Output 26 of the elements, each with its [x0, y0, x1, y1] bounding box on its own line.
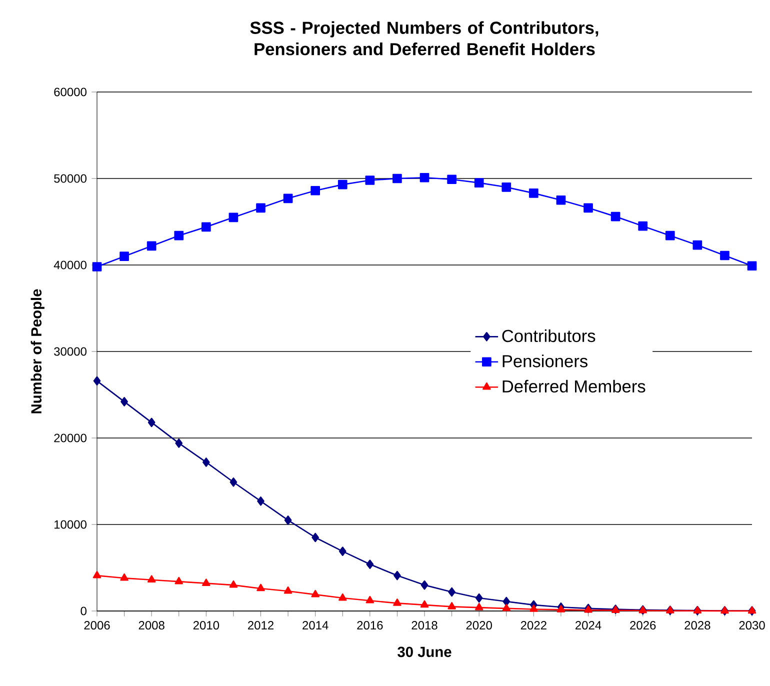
y-tick-label: 30000 — [54, 347, 86, 356]
x-tick-label: 2016 — [357, 621, 383, 630]
x-tick-label: 2022 — [520, 621, 546, 630]
x-tick-label: 2012 — [248, 621, 274, 630]
legend-label: Deferred Members — [502, 380, 646, 393]
x-tick-label: 2008 — [138, 621, 164, 630]
x-tick-label: 2024 — [576, 621, 602, 630]
x-tick-label: 2006 — [84, 621, 110, 630]
y-axis-title: Number of People — [30, 289, 44, 414]
legend-label: Contributors — [502, 329, 596, 342]
x-tick-label: 2020 — [466, 621, 492, 630]
y-tick-label: 20000 — [54, 434, 86, 442]
y-tick-label: 0 — [80, 606, 86, 616]
x-tick-label: 2028 — [684, 621, 710, 630]
x-tick-label: 2014 — [302, 621, 328, 630]
x-axis-title: 30 June — [398, 646, 452, 658]
y-tick-label: 40000 — [54, 260, 86, 270]
x-tick-label: 2026 — [630, 621, 656, 630]
y-tick-label: 60000 — [54, 88, 86, 96]
x-tick-label: 2030 — [739, 621, 765, 630]
x-tick-label: 2010 — [193, 621, 220, 630]
y-tick-label: 10000 — [54, 520, 86, 529]
x-tick-label: 2018 — [412, 621, 438, 630]
y-tick-label: 50000 — [54, 174, 86, 183]
legend-label: Pensioners — [502, 354, 588, 368]
chart-title: SSS - Projected Numbers of Contributors, Pensioners and Deferred Benefit Holders — [250, 21, 598, 56]
